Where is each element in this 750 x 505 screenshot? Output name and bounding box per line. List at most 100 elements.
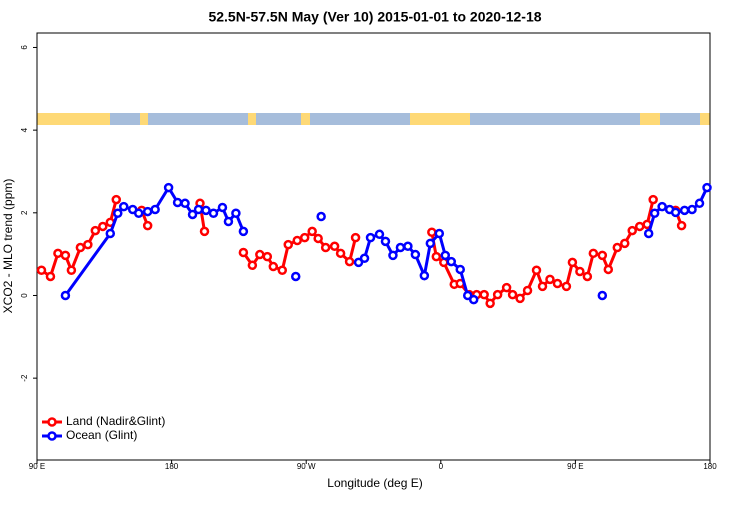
point	[597, 250, 608, 261]
mask-ocean	[660, 113, 700, 125]
point	[643, 228, 654, 239]
point	[329, 241, 340, 252]
point	[150, 204, 160, 215]
point	[431, 251, 442, 262]
point	[307, 226, 317, 237]
point	[208, 208, 219, 218]
point	[231, 208, 241, 218]
point	[313, 233, 323, 244]
point	[694, 198, 705, 209]
point	[201, 205, 211, 216]
point	[75, 242, 86, 253]
point	[238, 226, 249, 237]
point	[299, 232, 310, 243]
y-tick-label: 4	[20, 127, 29, 132]
x-tick-label: 90 W	[297, 462, 316, 471]
x-tick-label: 0	[439, 462, 444, 471]
point	[283, 239, 294, 250]
point	[597, 290, 608, 301]
point	[634, 221, 645, 232]
x-tick-label: 180	[703, 462, 717, 471]
point	[111, 194, 122, 205]
point	[462, 290, 473, 301]
point	[142, 220, 153, 231]
point	[268, 261, 279, 272]
point	[603, 264, 614, 275]
land-ocean-mask	[37, 113, 710, 125]
legend-label: Land (Nadir&Glint)	[66, 414, 165, 428]
point	[552, 278, 563, 289]
point	[359, 253, 370, 264]
point	[419, 270, 430, 281]
point	[374, 229, 385, 240]
point	[187, 209, 198, 220]
y-tick-label: 6	[20, 45, 29, 50]
point	[501, 282, 512, 293]
point	[353, 257, 364, 268]
point	[531, 265, 542, 276]
point	[320, 242, 331, 253]
point	[335, 248, 346, 259]
x-tick-label: 180	[165, 462, 179, 471]
point	[262, 251, 273, 262]
point	[316, 211, 326, 222]
point	[468, 294, 479, 305]
point	[36, 265, 47, 276]
point	[277, 265, 288, 276]
point	[142, 206, 153, 217]
point	[588, 248, 599, 259]
point	[440, 250, 451, 261]
point	[561, 281, 572, 292]
point	[649, 208, 660, 218]
point	[60, 250, 71, 261]
point	[679, 205, 690, 216]
point	[388, 250, 398, 261]
point	[425, 238, 436, 249]
point	[687, 204, 697, 215]
point	[199, 226, 210, 237]
point	[648, 194, 658, 205]
point	[492, 289, 503, 300]
point	[410, 249, 421, 260]
point	[83, 239, 93, 250]
point	[350, 232, 361, 243]
point	[365, 232, 376, 243]
point	[163, 182, 174, 193]
point	[118, 201, 129, 212]
point	[193, 204, 204, 215]
point	[380, 236, 391, 247]
point	[45, 271, 56, 282]
point	[620, 238, 630, 249]
point	[670, 207, 681, 218]
point	[53, 248, 63, 259]
point	[434, 228, 445, 239]
point	[90, 225, 101, 236]
y-tick-label: -2	[20, 374, 29, 382]
point	[427, 227, 437, 237]
y-axis-label: XCO2 - MLO trend (ppm)	[1, 179, 15, 314]
x-tick-label: 90 E	[567, 462, 583, 471]
point	[292, 235, 302, 246]
y-tick-label: 0	[20, 293, 29, 298]
point	[238, 247, 249, 258]
plot-frame	[36, 32, 711, 461]
mask-ocean	[148, 113, 248, 125]
point	[247, 260, 258, 271]
point	[180, 198, 190, 209]
point	[582, 271, 593, 282]
chart-title: 52.5N-57.5N May (Ver 10) 2015-01-01 to 2…	[208, 9, 541, 25]
legend-marker	[47, 431, 57, 441]
point	[403, 241, 413, 252]
y-tick-label: 2	[20, 210, 29, 215]
point	[105, 228, 116, 239]
point	[479, 289, 489, 300]
point	[702, 182, 712, 193]
point	[60, 290, 71, 301]
x-tick-label: 90 E	[29, 462, 45, 471]
point	[133, 208, 144, 218]
point	[217, 202, 228, 213]
point	[537, 281, 548, 292]
x-axis-label: Longitude (deg E)	[327, 476, 422, 490]
